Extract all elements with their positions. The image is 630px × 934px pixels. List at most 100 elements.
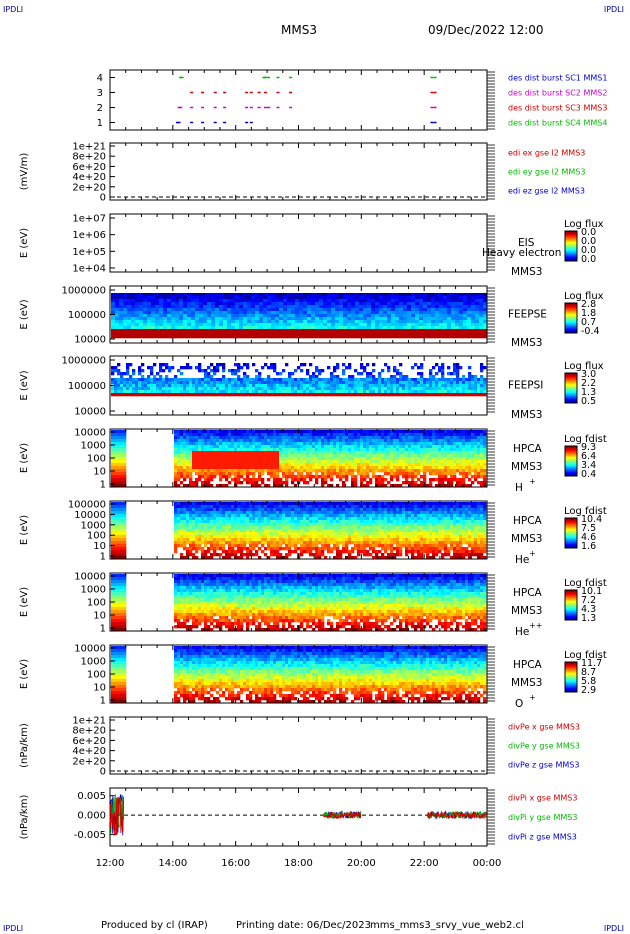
- feepsi-panel-cell: [453, 381, 457, 385]
- hpca-h-panel-cell: [297, 448, 301, 452]
- hpca-h-panel-cell: [477, 460, 481, 464]
- feepse-panel-cell: [303, 305, 308, 309]
- hpca-h-panel-cell: [348, 454, 352, 458]
- hpca-h-panel-cell: [375, 463, 379, 467]
- hpca-h-panel-cell: [417, 436, 421, 440]
- feepse-panel-cell: [403, 314, 408, 318]
- feepsi-panel-cell: [483, 393, 487, 397]
- feepsi-panel-cell: [285, 384, 289, 388]
- hpca-h-panel-cell: [114, 457, 118, 461]
- hpca-h-panel-cell: [294, 457, 298, 461]
- hpca-h-panel-cell: [474, 436, 478, 440]
- hpca-h-panel-cell: [258, 484, 262, 488]
- hpca-h-panel-cell: [363, 460, 367, 464]
- hpca-h-panel-cell: [411, 448, 415, 452]
- feepsi-panel-cell: [213, 366, 217, 370]
- feepse-panel-cell: [431, 323, 436, 327]
- feepse-panel-cell: [267, 299, 272, 303]
- hpca-h-panel-cell: [456, 436, 460, 440]
- feepse-panel-cell: [435, 332, 440, 336]
- feepse-panel-cell: [191, 317, 196, 321]
- hpca-h-panel-cell: [453, 451, 457, 455]
- feepse-panel-cell: [419, 332, 424, 336]
- hpca-h-panel-cell: [420, 433, 424, 437]
- hpca-h-panel-cell: [405, 442, 409, 446]
- feepse-panel-cell: [467, 308, 472, 312]
- hpca-h-panel-cell: [222, 436, 226, 440]
- hpca-h-panel-cell: [183, 439, 187, 443]
- hpca-h-panel-cell: [279, 442, 283, 446]
- feepsi-panel-cell: [153, 381, 157, 385]
- eis-panel-colorbar-band: [565, 240, 577, 242]
- feepsi-panel-cell: [270, 378, 274, 382]
- feepse-panel-cell: [363, 302, 368, 306]
- feepsi-panel-cell: [465, 378, 469, 382]
- hpca-h-panel-cell: [345, 466, 349, 470]
- hpca-h-panel-cell: [450, 469, 454, 473]
- hpca-h-panel-cell: [351, 475, 355, 479]
- hpca-h-panel-cell: [468, 433, 472, 437]
- hpca-h-panel-cell: [264, 448, 268, 452]
- feepse-panel-cell: [195, 332, 200, 336]
- feepsi-panel-cell: [255, 375, 259, 379]
- hpca-he-panel-cell: [111, 517, 115, 521]
- hpca-h-panel-cell: [387, 436, 391, 440]
- feepse-panel-cell: [291, 308, 296, 312]
- hpca-h-panel-cell: [366, 484, 370, 488]
- hpca-h-panel-cell: [279, 463, 283, 467]
- hpca-h-panel-cell: [288, 466, 292, 470]
- feepse-panel-cell: [219, 296, 224, 300]
- hpca-h-panel-cell: [411, 445, 415, 449]
- feepse-panel-cell: [239, 335, 244, 339]
- feepse-panel-cell: [367, 293, 372, 297]
- feepse-panel-cell: [315, 296, 320, 300]
- feepsi-panel-cell: [273, 384, 277, 388]
- feepsi-panel-cell: [198, 378, 202, 382]
- hpca-h-panel-cell: [237, 433, 241, 437]
- feepse-panel-cell: [139, 308, 144, 312]
- feepse-panel-cell: [139, 323, 144, 327]
- feepse-panel-cell: [351, 329, 356, 333]
- feepsi-panel-cell: [411, 378, 415, 382]
- hpca-h-panel-cell: [396, 454, 400, 458]
- feepsi-panel-cell: [384, 390, 388, 394]
- feepsi-panel-cell: [249, 387, 253, 391]
- hpca-h-panel-cell: [189, 436, 193, 440]
- hpca-h-panel-cell: [195, 430, 199, 434]
- feepsi-panel-cell: [255, 381, 259, 385]
- hpca-h-panel-cell: [123, 469, 127, 473]
- hpca-h-panel-cell: [207, 442, 211, 446]
- feepsi-panel-cell: [354, 381, 358, 385]
- hpca-h-panel-cell: [402, 469, 406, 473]
- feepse-panel-cell: [271, 326, 276, 330]
- hpca-h-panel-cell: [423, 472, 427, 476]
- hpca-h-panel-cell: [375, 454, 379, 458]
- feepse-panel-cell: [363, 296, 368, 300]
- hpca-h-panel-cell: [474, 478, 478, 482]
- hpca-h-panel-cell: [192, 454, 196, 458]
- feepse-panel-cell: [391, 332, 396, 336]
- hpca-h-panel-cell: [243, 436, 247, 440]
- hpca-h-panel-cell: [456, 460, 460, 464]
- feepse-panel-cell: [299, 314, 304, 318]
- hpca-h-panel-cell: [351, 463, 355, 467]
- hpca-h-panel-cell: [384, 442, 388, 446]
- feepse-panel-cell: [379, 302, 384, 306]
- hpca-h-panel-cell: [219, 463, 223, 467]
- hpca-h-panel-cell: [477, 430, 481, 434]
- hpca-h-panel-cell: [252, 481, 256, 485]
- feepse-panel-cell: [263, 317, 268, 321]
- feepse-panel-cell: [471, 326, 476, 330]
- feepse-panel-cell: [147, 302, 152, 306]
- feepse-panel-cell: [127, 335, 132, 339]
- hpca-h-panel-cell: [207, 460, 211, 464]
- hpca-h-panel-cell: [480, 460, 484, 464]
- hpca-h-panel-cell: [387, 463, 391, 467]
- hpca-h-panel-cell: [261, 439, 265, 443]
- hpca-h-panel-cell: [285, 478, 289, 482]
- feepsi-panel-cell: [363, 390, 367, 394]
- hpca-h-panel-cell: [180, 463, 184, 467]
- hpca-h-panel-cell: [372, 448, 376, 452]
- feepse-panel-cell: [475, 293, 480, 297]
- hpca-h-panel-cell: [324, 472, 328, 476]
